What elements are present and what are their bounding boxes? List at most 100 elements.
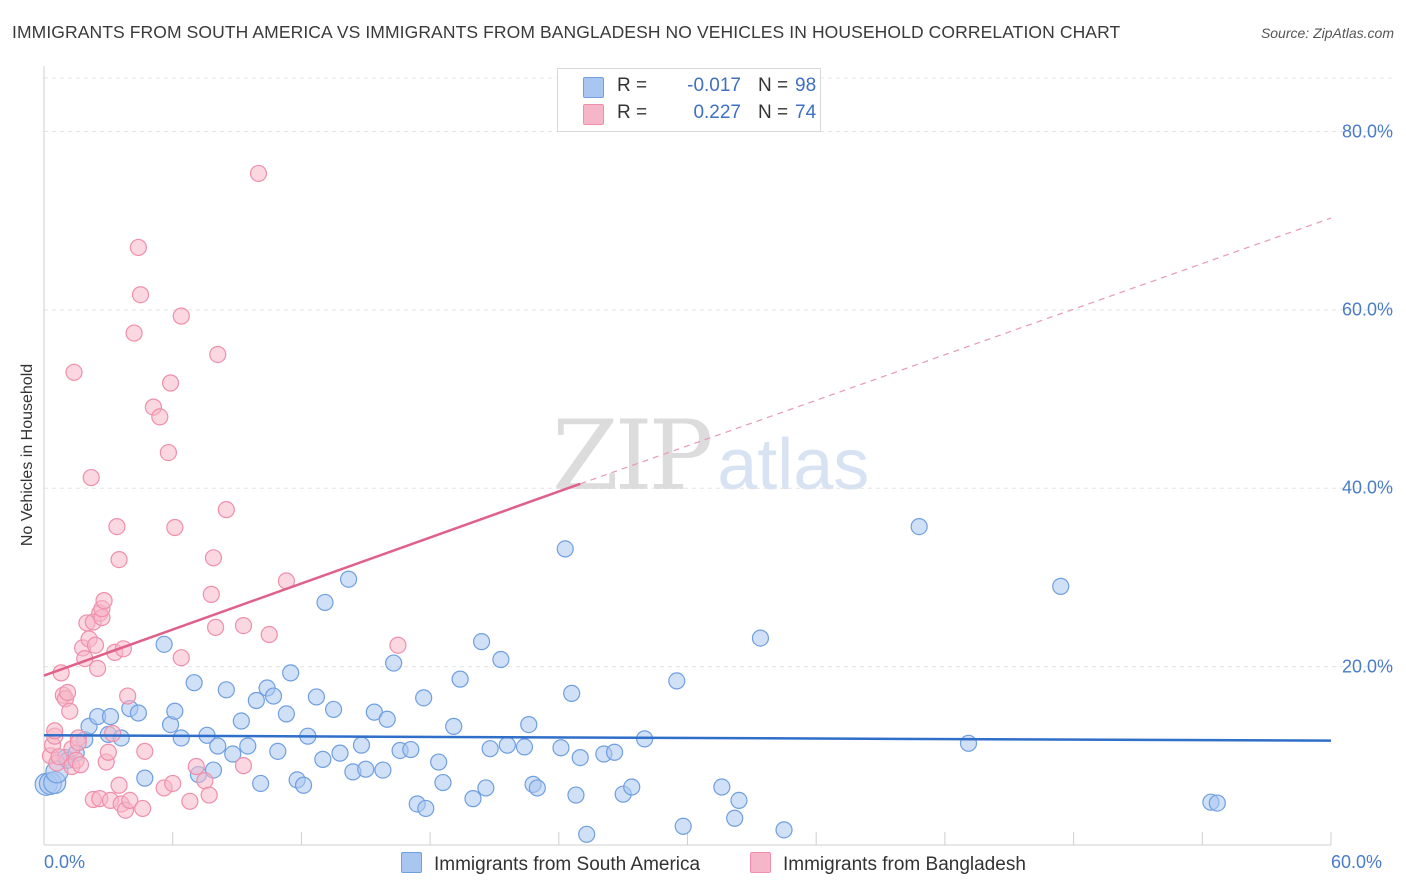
n-value: 74 [795, 102, 817, 123]
watermark-atlas: atlas [717, 425, 870, 505]
point-south-america [528, 779, 546, 797]
point-south-america [352, 736, 371, 754]
point-bangladesh [202, 585, 220, 603]
watermark: ZIP atlas [552, 400, 869, 512]
point-bangladesh [99, 743, 117, 761]
point-bangladesh [234, 617, 253, 635]
point-bangladesh [136, 742, 154, 760]
point-south-america [726, 809, 744, 827]
chart-title: IMMIGRANTS FROM SOUTH AMERICA VS IMMIGRA… [12, 22, 1121, 42]
point-bangladesh [207, 618, 225, 636]
y-axis-label: No Vehicles in Household [19, 363, 36, 547]
point-south-america [713, 778, 731, 796]
point-bangladesh [209, 345, 227, 364]
n-label: N = [758, 102, 789, 123]
point-bangladesh [110, 776, 128, 794]
point-bangladesh [58, 683, 77, 702]
point-south-america [385, 654, 403, 672]
point-bangladesh [104, 724, 122, 743]
point-bangladesh [200, 786, 218, 804]
legend-item-south-america[interactable]: Immigrants from South America [401, 852, 700, 876]
point-bangladesh [151, 408, 169, 426]
point-bangladesh [161, 374, 180, 392]
watermark-zip: ZIP [552, 400, 713, 512]
point-bangladesh [119, 687, 137, 705]
point-bangladesh [204, 549, 223, 567]
point-south-america [451, 670, 469, 688]
point-bangladesh [249, 164, 268, 183]
series-bangladesh [41, 164, 407, 819]
point-south-america [445, 717, 463, 735]
point-bangladesh [187, 757, 205, 776]
point-bangladesh [181, 792, 199, 810]
point-south-america [365, 703, 383, 721]
point-bangladesh [129, 238, 147, 257]
point-south-america [374, 761, 392, 779]
point-bangladesh [172, 649, 190, 667]
point-south-america [1208, 794, 1226, 812]
legend-label: Immigrants from South America [434, 854, 701, 875]
point-bangladesh [108, 518, 126, 536]
point-south-america [282, 664, 300, 682]
point-south-america [571, 748, 589, 767]
point-south-america [910, 518, 928, 536]
point-south-america [185, 674, 203, 692]
point-south-america [730, 791, 748, 810]
trend-extension-bangladesh [580, 217, 1332, 485]
point-south-america [472, 633, 491, 651]
point-south-america [674, 817, 692, 835]
point-south-america [417, 799, 435, 818]
point-south-america [166, 702, 184, 720]
legend-swatch-south-america [401, 852, 422, 873]
data-points [34, 164, 1226, 843]
point-south-america [247, 691, 265, 710]
r-value: 0.227 [693, 102, 741, 123]
point-bangladesh [217, 501, 235, 519]
trend-lines [43, 217, 1332, 742]
point-bangladesh [69, 733, 87, 752]
legend-swatch-bangladesh [750, 852, 771, 873]
point-bangladesh [134, 799, 152, 818]
n-label: N = [758, 75, 789, 96]
point-south-america [316, 593, 334, 612]
source-credit: Source: ZipAtlas.com [1260, 25, 1394, 41]
point-bangladesh [389, 636, 407, 654]
legend-swatch-bangladesh [583, 104, 604, 125]
point-south-america [668, 672, 686, 690]
point-south-america [314, 750, 332, 768]
correlation-legend: R = -0.017 N = 98 R = 0.227 N = 74 [557, 68, 821, 132]
point-bangladesh [196, 772, 214, 790]
point-bangladesh [121, 791, 139, 810]
r-label: R = [617, 75, 648, 96]
point-south-america [331, 744, 349, 762]
point-south-america [129, 704, 147, 722]
point-south-america [357, 760, 375, 778]
point-bangladesh [95, 592, 113, 610]
point-bangladesh [159, 443, 178, 462]
point-south-america [339, 570, 358, 588]
point-south-america [605, 743, 624, 761]
point-south-america [307, 688, 326, 706]
legend-item-bangladesh[interactable]: Immigrants from Bangladesh [750, 852, 1026, 876]
point-south-america [477, 779, 495, 797]
r-label: R = [617, 102, 648, 123]
point-bangladesh [50, 748, 68, 766]
point-south-america [415, 689, 433, 707]
point-south-america [775, 821, 793, 839]
point-south-america [563, 684, 581, 702]
point-south-america [232, 712, 250, 730]
point-south-america [578, 825, 596, 843]
axes [43, 66, 1332, 846]
point-south-america [155, 635, 173, 653]
point-south-america [481, 740, 499, 758]
point-south-america [209, 737, 227, 755]
point-bangladesh [86, 636, 105, 654]
point-south-america [520, 715, 538, 734]
point-south-america [552, 739, 570, 757]
point-south-america [277, 705, 295, 723]
point-south-america [492, 650, 510, 669]
point-south-america [224, 745, 242, 763]
point-south-america [172, 729, 190, 747]
series-south-america [34, 518, 1226, 843]
